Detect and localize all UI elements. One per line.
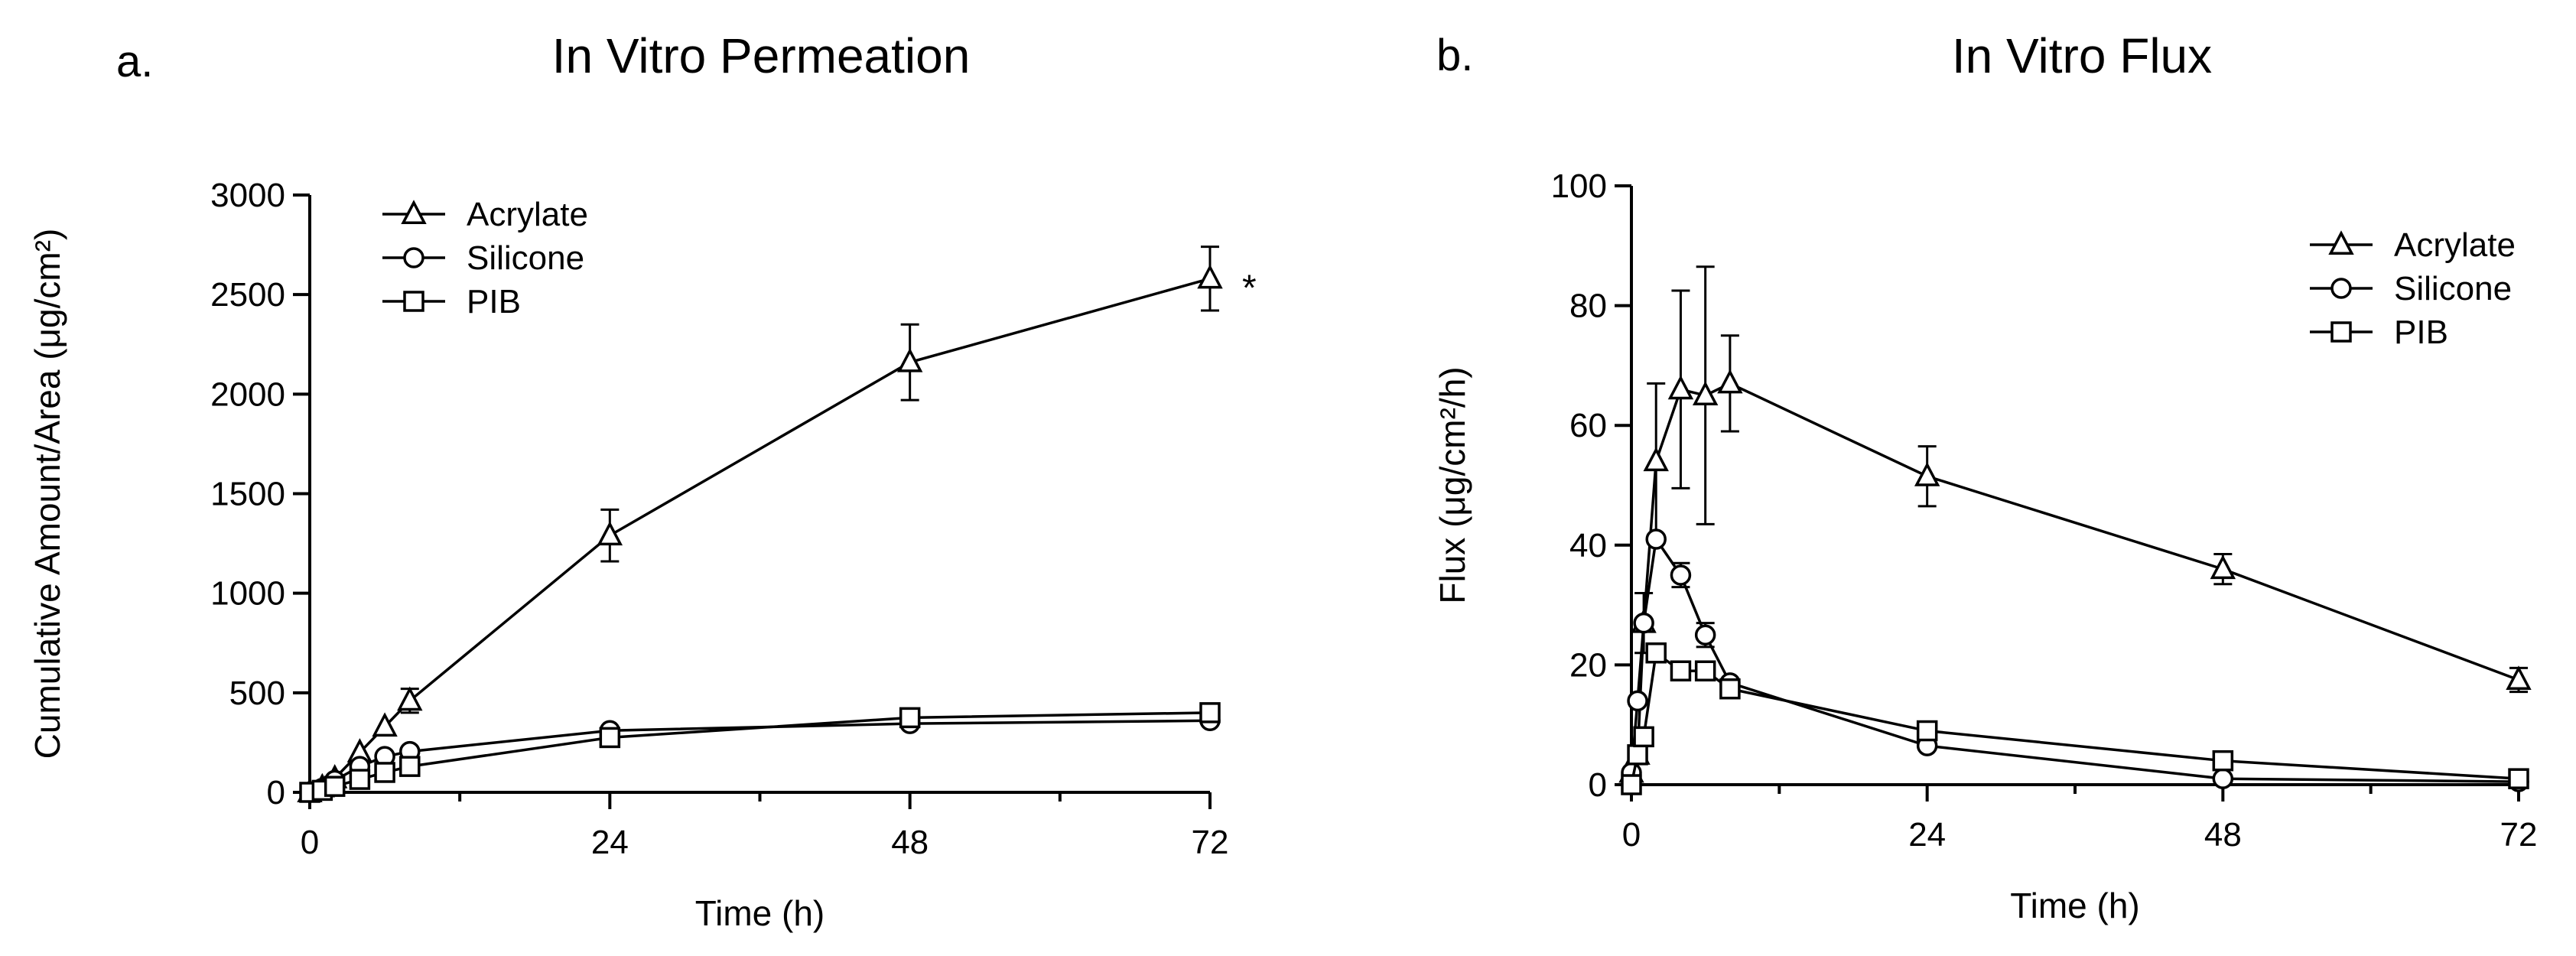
y-tick-label: 60	[1569, 407, 1607, 444]
data-point	[1645, 642, 1667, 664]
data-point	[1916, 720, 1938, 742]
data-point	[1694, 624, 1716, 645]
x-tick-label: 0	[301, 824, 319, 861]
series-pib	[299, 702, 1221, 803]
legend: Acrylate Silicone PIB	[2310, 226, 2516, 351]
y-tick-label: 0	[1589, 766, 1607, 804]
data-point	[1627, 690, 1648, 712]
y-tick-label: 3000	[210, 177, 285, 214]
data-point	[2212, 750, 2234, 772]
significance-annotation: *	[1242, 268, 1257, 308]
data-point	[1633, 612, 1654, 634]
data-point	[1197, 264, 1223, 289]
data-point	[374, 762, 395, 783]
legend-label: Acrylate	[467, 196, 588, 233]
legend-label: Acrylate	[2394, 226, 2516, 264]
x-axis-label: Time (h)	[2010, 886, 2140, 925]
data-point	[1627, 744, 1648, 766]
y-tick-label: 100	[1551, 167, 1607, 205]
x-tick-label: 48	[891, 824, 929, 861]
data-point	[1719, 678, 1741, 700]
data-point	[599, 727, 621, 749]
data-point	[1667, 375, 1694, 400]
panel-b: In Vitro Flux b. 0 20 40 60 80 100 0 24 48 72 Time (…	[1433, 28, 2537, 925]
chart-title: In Vitro Permeation	[552, 28, 971, 83]
series-silicone	[1621, 528, 2529, 792]
panel-label: a.	[116, 37, 153, 86]
x-tick-label: 72	[2500, 816, 2538, 854]
x-tick-label: 0	[1622, 816, 1641, 854]
x-tick-label: 24	[591, 824, 629, 861]
y-tick-label: 1500	[210, 476, 285, 513]
legend-label: PIB	[467, 283, 521, 320]
data-point	[896, 347, 923, 372]
data-point	[1717, 369, 1743, 394]
data-point	[899, 707, 921, 729]
data-point	[1670, 564, 1692, 586]
data-point	[2210, 554, 2236, 580]
panel-label: b.	[1436, 31, 1473, 80]
data-point	[324, 776, 346, 797]
legend-marker	[2328, 230, 2354, 255]
y-tick-label: 40	[1569, 527, 1607, 564]
series-pib	[1621, 642, 2529, 795]
data-point	[1645, 528, 1667, 550]
data-point	[1643, 447, 1669, 472]
data-point	[397, 686, 423, 711]
y-tick-label: 500	[229, 675, 285, 712]
data-point	[2508, 768, 2529, 789]
legend-label: Silicone	[467, 239, 584, 277]
data-point	[1914, 461, 1940, 486]
y-tick-label: 2000	[210, 376, 285, 413]
x-tick-label: 48	[2204, 816, 2242, 854]
data-point	[372, 712, 398, 737]
data-point	[1670, 660, 1692, 681]
panel-a: In Vitro Permeation a. 0 500 1000 1500 2000 250…	[28, 28, 1257, 933]
series-line	[309, 719, 1211, 794]
chart-title: In Vitro Flux	[1952, 28, 2212, 83]
series-acrylate	[297, 246, 1223, 802]
y-tick-label: 80	[1569, 288, 1607, 325]
y-axis-label: Cumulative Amount/Area (μg/cm²)	[28, 229, 67, 759]
data-point	[349, 769, 371, 790]
y-tick-label: 0	[267, 774, 285, 811]
series-silicone	[299, 710, 1221, 803]
data-point	[1694, 660, 1716, 681]
x-axis-label: Time (h)	[695, 893, 825, 933]
y-axis-label: Flux (μg/cm²/h)	[1433, 366, 1472, 603]
data-point	[2212, 768, 2234, 789]
legend: Acrylate Silicone PIB	[382, 196, 588, 320]
series-acrylate	[1618, 265, 2532, 783]
legend-marker	[403, 247, 424, 268]
series-line	[1630, 535, 2519, 783]
x-tick-label: 24	[1908, 816, 1946, 854]
data-point	[1199, 702, 1221, 724]
data-point	[1633, 726, 1654, 748]
series-line	[1630, 650, 2519, 785]
legend-label: PIB	[2394, 314, 2448, 351]
legend-marker	[2330, 321, 2352, 343]
data-point	[2506, 665, 2532, 690]
x-tick-label: 72	[1192, 824, 1229, 861]
data-point	[399, 756, 421, 777]
y-tick-label: 2500	[210, 276, 285, 314]
legend-marker	[401, 200, 427, 224]
series-line	[309, 711, 1211, 794]
y-tick-label: 1000	[210, 575, 285, 613]
data-point	[1692, 381, 1719, 406]
y-tick-label: 20	[1569, 646, 1607, 684]
legend-marker	[2330, 278, 2352, 299]
legend-marker	[403, 291, 424, 312]
data-point	[1621, 774, 1642, 795]
legend-label: Silicone	[2394, 270, 2512, 307]
series-line	[1630, 382, 2519, 773]
data-point	[597, 521, 623, 546]
